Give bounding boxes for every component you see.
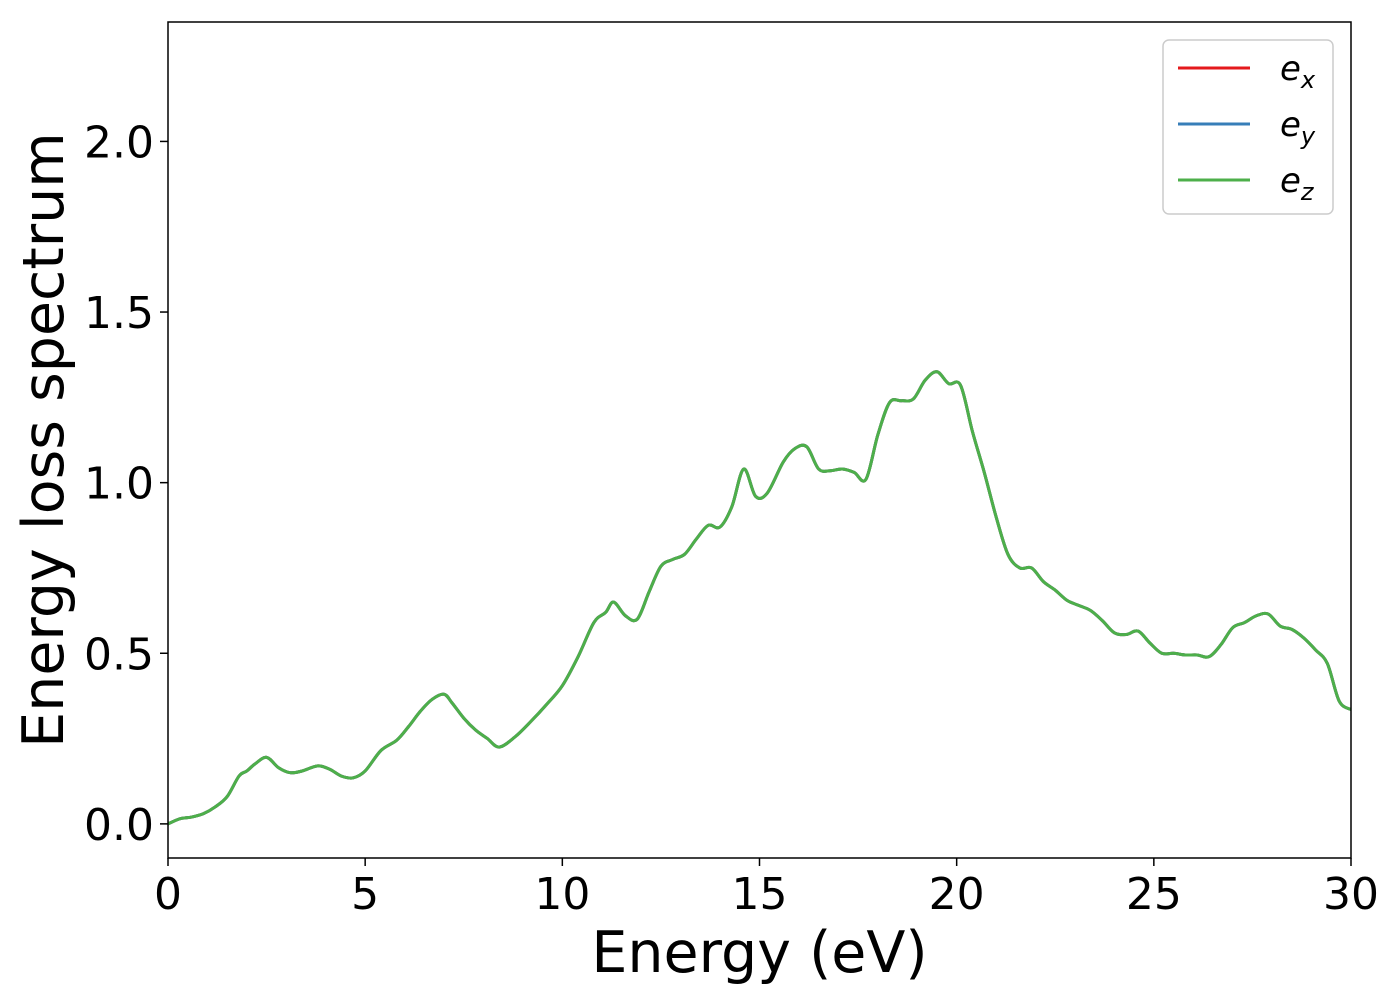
x-tick-label: 20 xyxy=(929,869,985,920)
x-tick-label: 25 xyxy=(1126,869,1182,920)
x-tick-label: 15 xyxy=(732,869,788,920)
x-axis-label: Energy (eV) xyxy=(591,920,927,986)
y-axis-ticks: 0.0 0.5 1.0 1.5 2.0 xyxy=(84,117,168,851)
legend-item-e-y: ey xyxy=(1178,105,1316,150)
x-tick-label: 10 xyxy=(534,869,590,920)
legend-item-e-z: ez xyxy=(1178,161,1315,206)
y-tick-label: 0.0 xyxy=(84,800,154,851)
y-tick-label: 0.5 xyxy=(84,629,154,680)
legend: ex ey ez xyxy=(1162,39,1334,215)
series-line-e-z xyxy=(168,370,1351,826)
legend-box xyxy=(1162,39,1334,215)
x-tick-label: 0 xyxy=(154,869,182,920)
x-axis-ticks: 0 5 10 15 20 25 30 xyxy=(154,858,1379,920)
legend-label: ex xyxy=(1280,49,1316,94)
legend-label: ey xyxy=(1280,105,1316,150)
legend-label: ez xyxy=(1280,161,1315,206)
y-tick-label: 1.0 xyxy=(84,459,154,510)
x-tick-label: 30 xyxy=(1323,869,1379,920)
y-tick-label: 2.0 xyxy=(84,117,154,168)
y-axis-label: Energy loss spectrum xyxy=(11,132,77,748)
y-tick-label: 1.5 xyxy=(84,288,154,339)
series-line-e-y xyxy=(168,370,1351,826)
plot-lines xyxy=(168,370,1351,826)
x-tick-label: 5 xyxy=(351,869,379,920)
series-line-e-x xyxy=(168,370,1351,826)
legend-item-e-x: ex xyxy=(1178,49,1316,94)
